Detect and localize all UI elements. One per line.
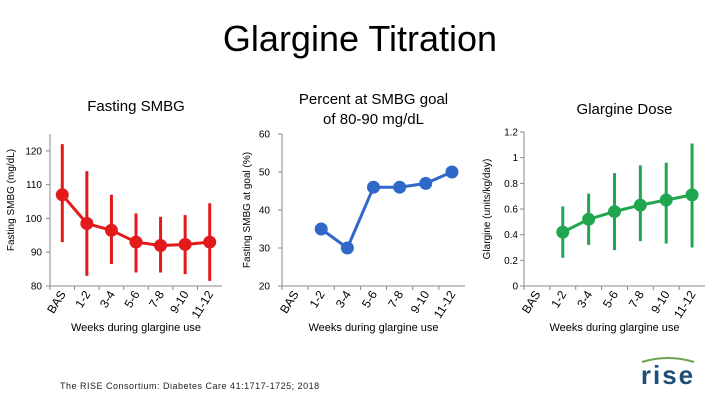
data-point xyxy=(393,180,407,194)
y-tick-label: 50 xyxy=(259,168,271,179)
data-point xyxy=(80,217,94,231)
data-point xyxy=(314,222,328,236)
citation: The RISE Consortium: Diabetes Care 41:17… xyxy=(60,381,320,391)
x-axis-label: Weeks during glargine use xyxy=(549,322,679,334)
y-tick-label: 0.4 xyxy=(504,230,518,241)
x-tick-label: BAS xyxy=(44,288,69,316)
x-tick-label: 11-12 xyxy=(189,288,217,321)
y-tick-label: 0.8 xyxy=(504,179,518,190)
x-tick-label: 1-2 xyxy=(72,288,93,310)
y-tick-label: 120 xyxy=(25,146,42,157)
x-tick-label: 1-2 xyxy=(548,288,569,310)
x-tick-label: 7-8 xyxy=(626,288,647,310)
data-point xyxy=(178,237,192,251)
chart-title: Glargine Dose xyxy=(577,101,673,118)
y-tick-label: 100 xyxy=(25,214,42,225)
x-tick-label: 11-12 xyxy=(671,288,699,321)
y-tick-label: 0 xyxy=(512,282,518,293)
data-point xyxy=(582,212,596,226)
x-tick-label: BAS xyxy=(519,288,544,316)
x-tick-label: 3-4 xyxy=(574,288,595,310)
data-point xyxy=(445,165,459,179)
data-point xyxy=(633,198,647,212)
data-point xyxy=(129,235,143,249)
x-tick-label: 5-6 xyxy=(121,288,142,310)
glargine-dose-chart: Glargine Dose 0 0.2 0.4 0.6 0.8 1 1.2 Glargine (… xyxy=(482,101,705,334)
y-tick-label: 0.6 xyxy=(504,205,518,216)
x-tick-label: 3-4 xyxy=(333,288,354,310)
x-tick-label: 5-6 xyxy=(600,288,621,310)
data-point xyxy=(340,241,354,255)
y-axis-label: Fasting SMBG (mg/dL) xyxy=(6,149,17,251)
y-axis-label: Glargine (units/kg/day) xyxy=(482,159,493,260)
x-tick-label: 9-10 xyxy=(648,288,673,316)
fasting-smbg-chart: Fasting SMBG 80 90 100 110 120 Fasting SMBG (m… xyxy=(6,98,222,334)
data-point xyxy=(659,193,673,207)
percent-at-goal-chart: Percent at SMBG goal of 80-90 mg/dL 20 30 40… xyxy=(242,91,465,334)
x-tick-label: 1-2 xyxy=(307,288,328,310)
y-tick-label: 80 xyxy=(31,282,43,293)
series-line xyxy=(320,170,453,251)
x-tick-label: 9-10 xyxy=(408,288,433,316)
x-tick-label: 9-10 xyxy=(167,288,192,316)
x-tick-label: 5-6 xyxy=(359,288,380,310)
x-tick-label: 11-12 xyxy=(431,288,459,321)
data-point xyxy=(556,225,570,239)
x-tick-label: 3-4 xyxy=(97,288,118,310)
data-point xyxy=(55,188,69,202)
x-axis-label: Weeks during glargine use xyxy=(71,322,201,334)
data-point xyxy=(419,176,433,190)
chart-title: of 80-90 mg/dL xyxy=(323,111,424,128)
y-tick-label: 0.2 xyxy=(504,256,518,267)
data-point xyxy=(608,205,621,219)
x-tick-label: 7-8 xyxy=(146,288,167,310)
logo-text: rise xyxy=(640,360,696,390)
y-tick-label: 30 xyxy=(259,244,271,255)
rise-logo: rise xyxy=(636,352,700,392)
chart-title: Fasting SMBG xyxy=(87,98,185,115)
y-tick-label: 110 xyxy=(26,180,42,191)
y-tick-label: 90 xyxy=(31,248,43,259)
y-tick-label: 1 xyxy=(512,153,518,164)
chart-title: Percent at SMBG goal xyxy=(299,91,448,108)
data-point xyxy=(104,223,118,237)
y-tick-label: 20 xyxy=(259,282,271,293)
data-point xyxy=(367,180,380,194)
x-axis-label: Weeks during glargine use xyxy=(308,322,438,334)
data-point xyxy=(203,235,217,249)
x-tick-label: 7-8 xyxy=(385,288,406,310)
logo-arc xyxy=(641,357,695,363)
slide-title: Glargine Titration xyxy=(222,18,498,59)
y-axis-label: Fasting SMBG at goal (%) xyxy=(242,152,253,268)
y-tick-label: 1.2 xyxy=(504,128,518,139)
data-point xyxy=(154,238,168,252)
y-tick-label: 40 xyxy=(259,206,271,217)
data-point xyxy=(685,188,699,202)
x-tick-label: BAS xyxy=(277,288,302,316)
y-tick-label: 60 xyxy=(259,130,271,141)
